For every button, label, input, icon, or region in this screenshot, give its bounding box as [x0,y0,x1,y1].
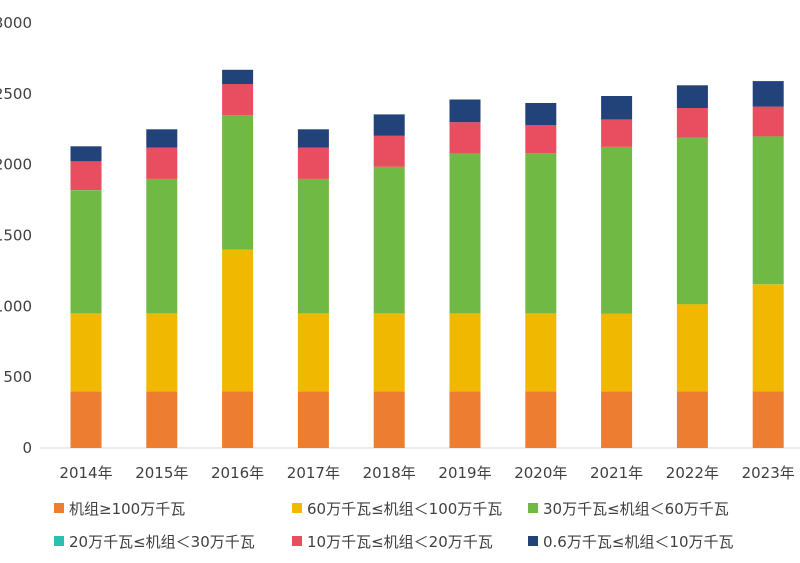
legend-label: 60万千瓦≤机组＜100万千瓦 [307,500,502,518]
bar-segment [525,103,557,125]
legend-label: 0.6万千瓦≤机组＜10万千瓦 [543,533,734,551]
legend-swatch [54,503,64,513]
bar-segment [297,313,329,392]
bar-segment [752,391,784,448]
legend-label: 10万千瓦≤机组＜20万千瓦 [307,533,493,551]
bar-segment [752,81,784,107]
bar-segment [449,99,481,123]
bar-segment [297,129,329,148]
legend-swatch [54,536,64,546]
bar-segment [297,147,329,179]
bars [70,69,784,448]
bar-segment [373,313,405,392]
legend-swatch [528,536,538,546]
bar-segment [525,125,557,154]
bar-segment [449,153,481,314]
y-tick-label: 3000 [0,14,32,32]
y-tick-label: 2500 [0,85,32,103]
x-tick-label: 2018年 [363,464,416,482]
x-tick-label: 2020年 [514,464,567,482]
bar-segment [70,313,102,392]
bar-segment [146,313,178,392]
bar-segment [601,119,633,147]
bar-segment [449,313,481,392]
bar-segment [70,146,102,162]
legend-label: 30万千瓦≤机组＜60万千瓦 [543,500,729,518]
bar-segment [752,106,784,137]
x-tick-label: 2022年 [666,464,719,482]
bar-segment [676,391,708,448]
bar-segment [146,147,178,179]
bar-segment [525,153,557,314]
bar-segment [601,147,633,314]
x-tick-label: 2019年 [438,464,491,482]
bar-segment [525,391,557,448]
bar-segment [70,391,102,448]
legend: 机组≥100万千瓦 60万千瓦≤机组＜100万千瓦 30万千瓦≤机组＜60万千瓦 20… [54,500,734,551]
bar-segment [373,114,405,136]
legend-label: 20万千瓦≤机组＜30万千瓦 [69,533,255,551]
bar-segment [449,391,481,448]
bar-segment [146,391,178,448]
bar-segment [222,249,254,392]
bar-segment [297,178,329,314]
bar-segment [676,304,708,392]
bar-segment [601,313,633,392]
x-tick-label: 2017年 [287,464,340,482]
legend-swatch [292,536,302,546]
bar-segment [601,96,633,120]
bar-segment [373,135,405,167]
y-tick-label: 1000 [0,297,32,315]
y-tick-label: 500 [3,368,32,386]
legend-swatch [292,503,302,513]
bar-segment [222,115,254,250]
y-axis: 0 500 1000 1500 2000 2500 3000 [0,14,32,457]
y-tick-label: 0 [22,439,32,457]
bar-segment [222,83,254,116]
bar-segment [70,190,102,314]
bar-segment [222,69,254,84]
bar-segment [676,85,708,108]
y-tick-label: 1500 [0,227,32,245]
bar-segment [601,391,633,448]
y-tick-label: 2000 [0,156,32,174]
bar-segment [752,284,784,392]
bar-segment [373,166,405,314]
bar-segment [525,313,557,392]
bar-segment [373,391,405,448]
legend-swatch [528,503,538,513]
x-axis: 2014年 2015年 2016年 2017年 2018年 2019年 2020年 2021年… [59,464,794,482]
bar-segment [146,129,178,148]
bar-segment [752,136,784,285]
bar-segment [146,178,178,314]
bar-segment [449,122,481,154]
bar-segment [676,108,708,138]
bar-segment [676,137,708,305]
bar-segment [297,391,329,448]
x-tick-label: 2014年 [59,464,112,482]
x-tick-label: 2021年 [590,464,643,482]
x-tick-label: 2023年 [742,464,795,482]
bar-segment [70,161,102,191]
x-tick-label: 2015年 [135,464,188,482]
legend-label: 机组≥100万千瓦 [69,500,185,518]
x-tick-label: 2016年 [211,464,264,482]
bar-segment [222,391,254,448]
